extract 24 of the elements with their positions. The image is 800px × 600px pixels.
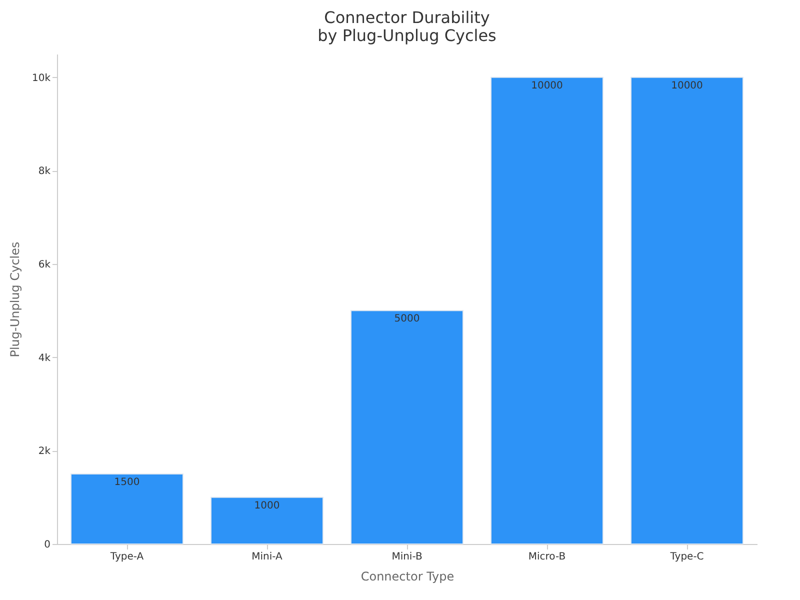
y-tick-label: 0 (44, 540, 50, 550)
bar (70, 474, 184, 544)
y-axis-title: Plug-Unplug Cycles (8, 242, 22, 358)
y-tick-label: 8k (38, 166, 51, 178)
y-tick-label: 10k (32, 72, 51, 84)
bar (490, 76, 604, 544)
bar (350, 310, 464, 544)
y-tick-label: 4k (38, 352, 51, 364)
bar (210, 496, 324, 544)
data-label: 10000 (531, 80, 563, 92)
x-tick-label: Type-A (109, 552, 144, 562)
y-tick-label: 6k (38, 260, 51, 270)
bar (630, 76, 744, 544)
x-tick-label: Mini-A (252, 552, 283, 562)
data-label: 1000 (254, 500, 280, 512)
data-label: 10000 (671, 80, 703, 92)
x-tick-label: Type-C (669, 552, 704, 562)
chart-title: Connector Durability by Plug-Unplug Cycles (318, 8, 496, 45)
x-tick-label: Micro-B (528, 552, 566, 562)
x-tick-label: Mini-B (392, 552, 422, 562)
data-label: 5000 (394, 314, 420, 325)
y-tick-label: 2k (38, 446, 51, 458)
data-label: 1500 (114, 477, 140, 488)
x-axis-title: Connector Type (360, 570, 454, 584)
